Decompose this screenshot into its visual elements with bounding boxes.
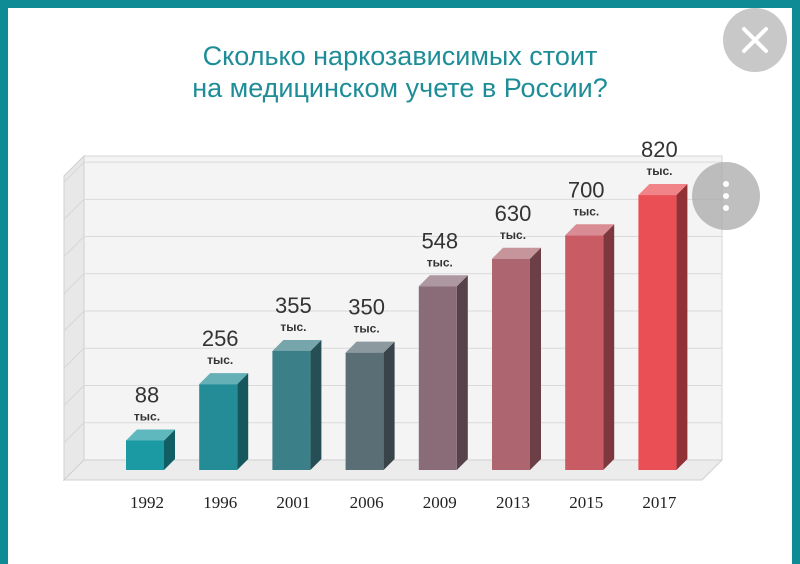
bar-side-2009: [456, 275, 468, 470]
bar-top-2006: [345, 341, 395, 353]
data-label-value: 630: [495, 201, 532, 226]
chart-side-wall: [63, 154, 85, 482]
bar-top-2013: [492, 247, 541, 259]
data-label-unit: тыс.: [134, 409, 160, 423]
chart-back-wall: [83, 155, 723, 461]
more-vertical-icon: [723, 178, 729, 214]
bar-side-2001: [310, 339, 322, 470]
chart-title-line-2: на медицинском учете в России?: [192, 73, 608, 103]
gridline-side: [63, 310, 85, 332]
bar-2013: [492, 258, 530, 470]
bar-side-2013: [530, 247, 541, 470]
chart-title-line-1: Сколько наркозависимых стоит: [202, 41, 598, 71]
gridline-side: [63, 161, 85, 183]
x-tick-label: 2006: [350, 493, 384, 512]
bar-side-2017: [676, 184, 688, 470]
bar-2001: [272, 350, 311, 470]
data-label-value: 700: [568, 177, 605, 202]
chart-title: Сколько наркозависимых стоит на медицинс…: [0, 40, 800, 104]
gridline-side: [63, 198, 85, 220]
bar-top-1996: [199, 373, 249, 385]
bar-2009: [418, 286, 457, 470]
data-label-value: 820: [641, 137, 678, 162]
data-label-value: 350: [348, 295, 385, 320]
bar-2017: [638, 195, 677, 470]
x-tick-label: 2013: [496, 493, 530, 512]
gridline-side: [63, 236, 85, 257]
data-label-unit: тыс.: [646, 164, 672, 178]
gridline-side: [63, 273, 85, 295]
x-tick-label: 1992: [130, 493, 164, 512]
data-label-value: 548: [421, 228, 458, 253]
bar-1996: [199, 384, 238, 470]
x-tick-label: 2001: [276, 493, 310, 512]
bar-side-2015: [603, 224, 615, 470]
bar-side-2006: [383, 341, 395, 470]
data-label-unit: тыс.: [427, 255, 453, 269]
bar-top-2001: [272, 339, 322, 351]
data-label-unit: тыс.: [354, 322, 380, 336]
bar-side-1992: [164, 429, 175, 470]
bar-top-2015: [565, 224, 615, 236]
bar-top-2017: [638, 184, 688, 196]
data-label-value: 88: [135, 382, 159, 407]
gridline-side: [63, 385, 85, 406]
x-tick-label: 2017: [642, 493, 677, 512]
bar-2006: [345, 352, 384, 470]
x-tick-label: 1996: [203, 493, 237, 512]
data-label-unit: тыс.: [500, 228, 526, 242]
bar-top-1992: [126, 429, 175, 441]
close-icon: [742, 27, 768, 53]
bar-1992: [126, 440, 164, 470]
data-label-value: 256: [202, 326, 239, 351]
gridline-side: [63, 422, 85, 444]
x-tick-label: 2009: [423, 493, 457, 512]
bar-top-2009: [418, 275, 468, 287]
gridline-side: [63, 347, 85, 369]
data-label-value: 355: [275, 293, 312, 318]
data-label-unit: тыс.: [573, 204, 599, 218]
data-label-unit: тыс.: [207, 353, 233, 367]
x-tick-label: 2015: [569, 493, 603, 512]
bar-2015: [565, 235, 604, 470]
more-options-button[interactable]: [692, 162, 760, 230]
bar-side-1996: [237, 373, 249, 470]
close-button[interactable]: [723, 8, 787, 72]
data-label-unit: тыс.: [280, 320, 306, 334]
